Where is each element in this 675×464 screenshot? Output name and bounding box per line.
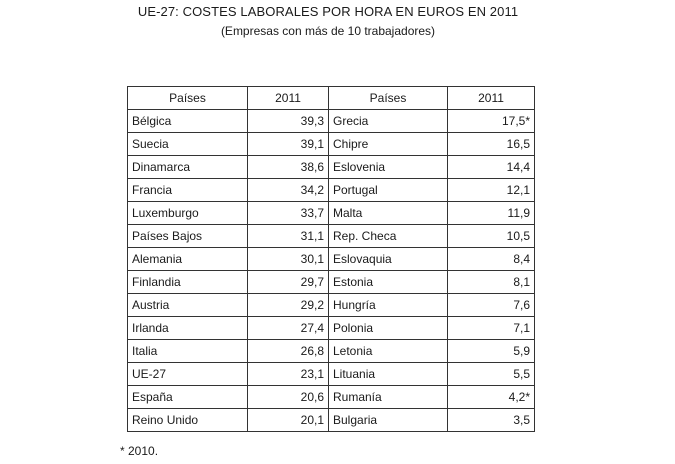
country-cell-left: Italia [127, 339, 248, 363]
country-cell-right: Portugal [328, 178, 448, 202]
country-cell-right: Lituania [328, 362, 448, 386]
country-cell-left: UE-27 [127, 362, 248, 386]
value-cell-left: 26,8 [247, 339, 329, 363]
value-cell-right: 7,1 [447, 316, 535, 340]
country-cell-right: Rep. Checa [328, 224, 448, 248]
value-cell-right: 8,4 [447, 247, 535, 271]
value-cell-left: 20,1 [247, 408, 329, 432]
country-cell-right: Eslovenia [328, 155, 448, 179]
country-cell-right: Hungría [328, 293, 448, 317]
value-cell-left: 31,1 [247, 224, 329, 248]
table-row: Italia 26,8 Letonia 5,9 [127, 339, 535, 363]
country-cell-left: España [127, 385, 248, 409]
value-cell-left: 34,2 [247, 178, 329, 202]
table-row: Alemania 30,1 Eslovaquia 8,4 [127, 247, 535, 271]
table-row: Finlandia 29,7 Estonia 8,1 [127, 270, 535, 294]
country-cell-left: Suecia [127, 132, 248, 156]
value-cell-right: 7,6 [447, 293, 535, 317]
country-cell-left: Irlanda [127, 316, 248, 340]
value-cell-left: 30,1 [247, 247, 329, 271]
value-cell-left: 29,2 [247, 293, 329, 317]
country-cell-left: Dinamarca [127, 155, 248, 179]
header-year-right: 2011 [447, 86, 535, 110]
value-cell-left: 20,6 [247, 385, 329, 409]
country-cell-left: Finlandia [127, 270, 248, 294]
country-cell-right: Polonia [328, 316, 448, 340]
value-cell-right: 17,5* [447, 109, 535, 133]
country-cell-left: Reino Unido [127, 408, 248, 432]
country-cell-right: Estonia [328, 270, 448, 294]
value-cell-left: 29,7 [247, 270, 329, 294]
country-cell-right: Chipre [328, 132, 448, 156]
table-row: Irlanda 27,4 Polonia 7,1 [127, 316, 535, 340]
table-row: Suecia 39,1 Chipre 16,5 [127, 132, 535, 156]
value-cell-right: 5,5 [447, 362, 535, 386]
country-cell-left: Bélgica [127, 109, 248, 133]
country-cell-right: Malta [328, 201, 448, 225]
value-cell-left: 39,3 [247, 109, 329, 133]
value-cell-right: 3,5 [447, 408, 535, 432]
table-row: Países Bajos 31,1 Rep. Checa 10,5 [127, 224, 535, 248]
country-cell-right: Letonia [328, 339, 448, 363]
value-cell-right: 4,2* [447, 385, 535, 409]
table-row: Francia 34,2 Portugal 12,1 [127, 178, 535, 202]
country-cell-right: Rumanía [328, 385, 448, 409]
page-title: UE-27: COSTES LABORALES POR HORA EN EURO… [137, 4, 519, 19]
value-cell-right: 16,5 [447, 132, 535, 156]
page-subtitle: (Empresas con más de 10 trabajadores) [220, 24, 436, 38]
value-cell-right: 12,1 [447, 178, 535, 202]
country-cell-left: Luxemburgo [127, 201, 248, 225]
table-body: Bélgica 39,3 Grecia 17,5* Suecia 39,1 Chipre 16… [127, 109, 535, 432]
table-row: Reino Unido 20,1 Bulgaria 3,5 [127, 408, 535, 432]
value-cell-right: 11,9 [447, 201, 535, 225]
country-cell-right: Bulgaria [328, 408, 448, 432]
country-cell-left: Alemania [127, 247, 248, 271]
value-cell-right: 8,1 [447, 270, 535, 294]
table-header-row: Países 2011 Países 2011 [127, 86, 535, 110]
table-row: Luxemburgo 33,7 Malta 11,9 [127, 201, 535, 225]
header-countries-left: Países [127, 86, 248, 110]
table-row: UE-27 23,1 Lituania 5,5 [127, 362, 535, 386]
value-cell-right: 5,9 [447, 339, 535, 363]
value-cell-left: 23,1 [247, 362, 329, 386]
country-cell-right: Grecia [328, 109, 448, 133]
country-cell-left: Francia [127, 178, 248, 202]
value-cell-left: 38,6 [247, 155, 329, 179]
value-cell-right: 10,5 [447, 224, 535, 248]
value-cell-left: 27,4 [247, 316, 329, 340]
table-row: Austria 29,2 Hungría 7,6 [127, 293, 535, 317]
value-cell-right: 14,4 [447, 155, 535, 179]
value-cell-left: 39,1 [247, 132, 329, 156]
labor-costs-table: Países 2011 Países 2011 Bélgica 39,3 Greci… [127, 86, 535, 432]
country-cell-left: Austria [127, 293, 248, 317]
header-year-left: 2011 [247, 86, 329, 110]
table-row: España 20,6 Rumanía 4,2* [127, 385, 535, 409]
country-cell-left: Países Bajos [127, 224, 248, 248]
table-row: Bélgica 39,3 Grecia 17,5* [127, 109, 535, 133]
country-cell-right: Eslovaquia [328, 247, 448, 271]
footnote: * 2010. [120, 444, 159, 458]
header-countries-right: Países [328, 86, 448, 110]
table-row: Dinamarca 38,6 Eslovenia 14,4 [127, 155, 535, 179]
value-cell-left: 33,7 [247, 201, 329, 225]
